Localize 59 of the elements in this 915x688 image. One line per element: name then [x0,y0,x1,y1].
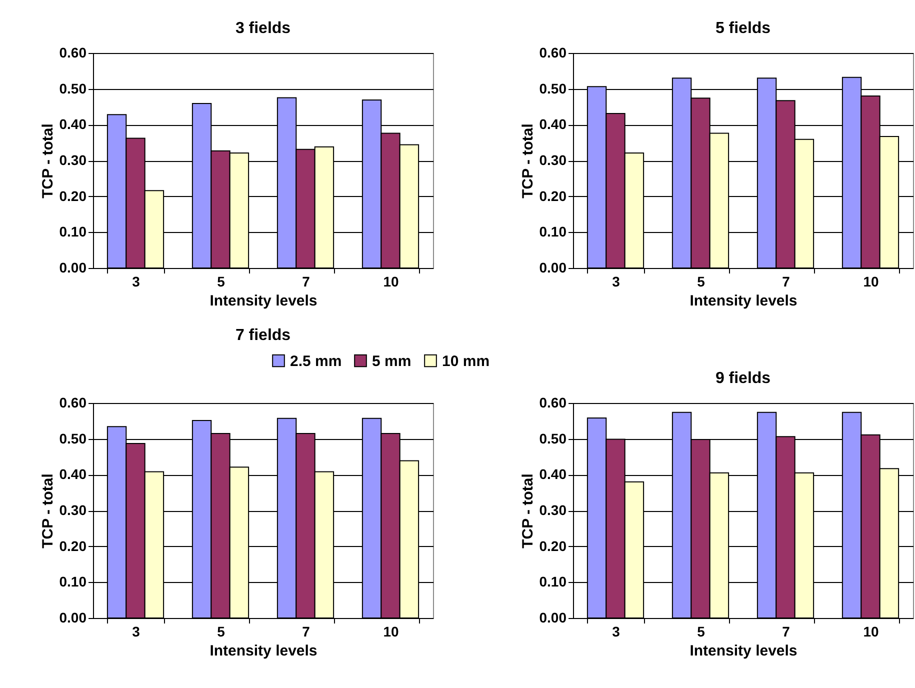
x-tick-label: 10 [383,274,399,290]
chart-title: 3 fields [235,20,291,37]
y-tick-label: 0.10 [59,224,87,240]
y-tick-label: 0.20 [539,188,567,204]
y-tick-label: 0.00 [539,610,567,626]
y-tick-label: 0.10 [539,574,567,590]
legend-label: 2.5 mm [290,352,342,370]
x-tick-label: 3 [132,624,140,640]
legend-label: 10 mm [442,352,490,370]
y-tick-label: 0.60 [539,44,567,60]
y-tick-label: 0.10 [59,574,87,590]
y-tick-label: 0.50 [539,430,567,446]
y-tick-label: 0.00 [59,610,87,626]
x-tick-label: 5 [697,274,706,290]
y-tick-label: 0.10 [539,224,567,240]
y-tick-label: 0.00 [539,260,567,276]
chart-title: 5 fields [715,20,771,37]
x-tick-label: 5 [217,624,226,640]
chart-title: 7 fields [235,327,291,344]
y-tick-label: 0.60 [539,394,567,410]
x-tick-label: 10 [863,624,879,640]
y-tick-label: 0.30 [539,152,567,168]
x-tick-label: 7 [302,274,310,290]
legend-label: 5 mm [372,352,412,370]
y-tick-label: 0.30 [59,502,87,518]
x-axis-title: Intensity levels [210,292,318,310]
x-axis-title: Intensity levels [690,642,798,660]
y-tick-label: 0.40 [539,116,567,132]
y-axis-title: TCP - total [39,124,56,198]
y-tick-label: 0.50 [59,80,87,96]
y-axis-title: TCP - total [519,124,536,198]
x-tick-label: 10 [383,624,399,640]
x-tick-label: 3 [612,274,620,290]
y-axis-title: TCP - total [39,474,56,548]
y-tick-label: 0.20 [59,538,87,554]
y-tick-label: 0.30 [539,502,567,518]
y-tick-label: 0.30 [59,152,87,168]
y-tick-label: 0.50 [59,430,87,446]
x-tick-label: 10 [863,274,879,290]
y-tick-label: 0.20 [539,538,567,554]
x-axis-title: Intensity levels [690,292,798,310]
chart-title: 9 fields [715,370,771,387]
y-tick-label: 0.20 [59,188,87,204]
x-tick-label: 7 [302,624,310,640]
y-tick-label: 0.40 [59,116,87,132]
y-tick-label: 0.40 [539,466,567,482]
x-axis-title: Intensity levels [210,642,318,660]
x-tick-label: 7 [782,624,790,640]
y-tick-label: 0.50 [539,80,567,96]
y-axis-title: TCP - total [519,474,536,548]
y-tick-label: 0.00 [59,260,87,276]
y-tick-label: 0.60 [59,394,87,410]
y-tick-label: 0.60 [59,44,87,60]
x-tick-label: 3 [132,274,140,290]
x-tick-label: 7 [782,274,790,290]
x-tick-label: 3 [612,624,620,640]
y-tick-label: 0.40 [59,466,87,482]
x-tick-label: 5 [217,274,226,290]
x-tick-label: 5 [697,624,706,640]
